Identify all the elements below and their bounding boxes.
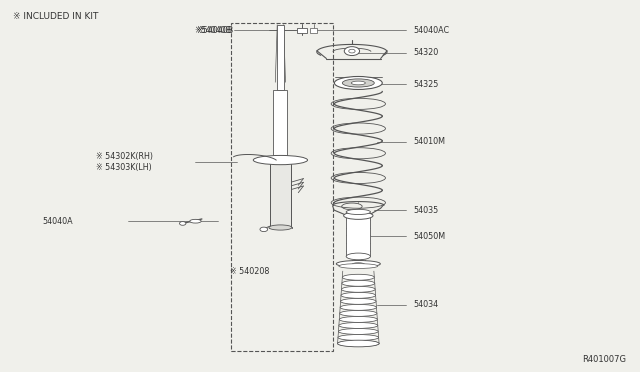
- Ellipse shape: [342, 274, 374, 280]
- Ellipse shape: [342, 286, 375, 292]
- Ellipse shape: [338, 334, 379, 340]
- Text: ※54040B: ※54040B: [195, 26, 232, 35]
- Text: 54325: 54325: [413, 80, 438, 89]
- Text: ※ 540208: ※ 540208: [230, 267, 269, 276]
- Text: ※54040B: ※54040B: [196, 26, 233, 35]
- Text: ※ INCLUDED IN KIT: ※ INCLUDED IN KIT: [13, 12, 99, 21]
- Ellipse shape: [340, 304, 376, 310]
- Ellipse shape: [340, 298, 376, 304]
- Text: 54010M: 54010M: [413, 137, 445, 146]
- Circle shape: [349, 49, 355, 53]
- Text: 54320: 54320: [413, 48, 438, 57]
- Ellipse shape: [352, 263, 365, 266]
- Text: 54040AC: 54040AC: [413, 26, 449, 35]
- Ellipse shape: [336, 260, 380, 267]
- Circle shape: [179, 222, 186, 225]
- Circle shape: [260, 227, 268, 232]
- Ellipse shape: [346, 253, 371, 260]
- Ellipse shape: [337, 340, 379, 347]
- Ellipse shape: [334, 77, 382, 89]
- Bar: [273, 90, 287, 158]
- Ellipse shape: [253, 155, 308, 165]
- Ellipse shape: [351, 81, 365, 85]
- Ellipse shape: [269, 225, 292, 230]
- Ellipse shape: [342, 79, 374, 87]
- Bar: [346, 216, 371, 256]
- Ellipse shape: [346, 209, 371, 215]
- Bar: [230, 23, 333, 351]
- Text: 54034: 54034: [413, 300, 438, 309]
- Bar: [270, 160, 291, 227]
- Ellipse shape: [337, 340, 379, 346]
- Ellipse shape: [339, 317, 378, 323]
- Ellipse shape: [342, 280, 375, 286]
- Text: ※ 54302K(RH)
※ 54303K(LH): ※ 54302K(RH) ※ 54303K(LH): [97, 152, 154, 171]
- Ellipse shape: [341, 292, 376, 298]
- Bar: [277, 25, 284, 90]
- Text: R401007G: R401007G: [582, 355, 627, 364]
- Circle shape: [344, 46, 360, 55]
- Bar: [310, 28, 317, 33]
- Bar: [297, 28, 307, 33]
- Ellipse shape: [344, 212, 373, 219]
- Text: 54040A: 54040A: [42, 217, 73, 226]
- Ellipse shape: [339, 323, 378, 328]
- Ellipse shape: [339, 328, 378, 334]
- Text: 54035: 54035: [413, 206, 438, 215]
- Ellipse shape: [189, 219, 201, 223]
- Ellipse shape: [340, 310, 377, 316]
- Ellipse shape: [339, 264, 378, 269]
- Text: 54050M: 54050M: [413, 231, 445, 241]
